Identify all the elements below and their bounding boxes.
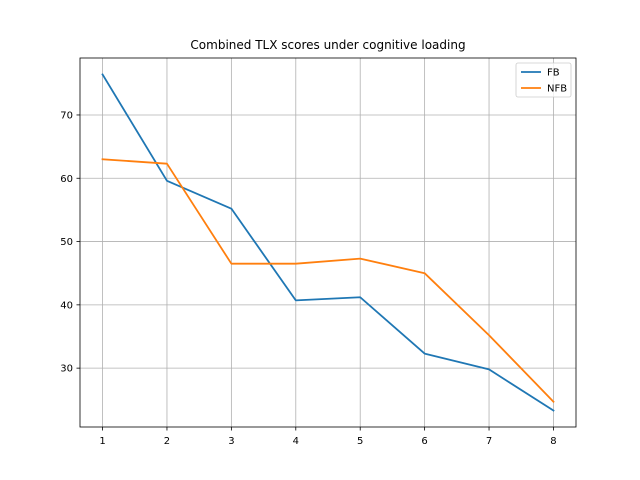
x-tick-label: 1 — [99, 436, 105, 447]
legend-label-nfb: NFB — [547, 84, 567, 95]
legend-label-fb: FB — [547, 68, 560, 79]
y-tick-label: 50 — [60, 237, 73, 248]
y-tick-label: 70 — [60, 110, 73, 121]
x-tick-label: 4 — [293, 436, 299, 447]
x-tick-label: 6 — [421, 436, 427, 447]
series-line-nfb — [101, 158, 555, 403]
axis-ticks: 1 2 3 4 5 6 7 8 30 40 50 60 70 — [60, 110, 556, 447]
legend: FB NFB — [515, 62, 572, 98]
grid — [80, 58, 576, 427]
y-tick-label: 30 — [60, 364, 73, 375]
chart-title: Combined TLX scores under cognitive load… — [190, 38, 465, 52]
y-tick-label: 60 — [60, 174, 73, 185]
x-tick-label: 2 — [164, 436, 170, 447]
series-lines — [101, 73, 555, 412]
plot-frame — [79, 57, 577, 428]
x-tick-label: 3 — [228, 436, 234, 447]
series-line-fb — [101, 73, 555, 412]
y-tick-label: 40 — [60, 300, 73, 311]
x-tick-label: 5 — [357, 436, 363, 447]
x-tick-label: 8 — [550, 436, 556, 447]
x-tick-label: 7 — [486, 436, 492, 447]
